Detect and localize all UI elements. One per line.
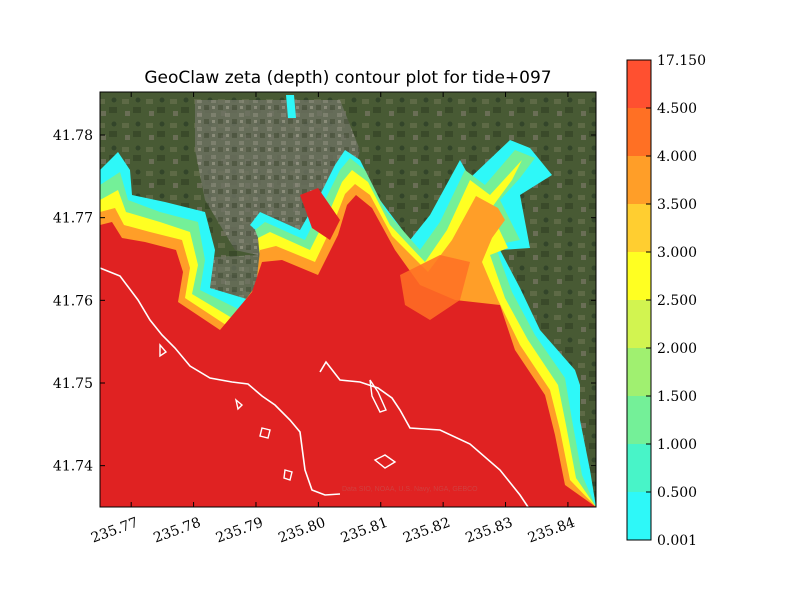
colorbar-segment [627,492,651,540]
colorbar-segment [627,60,651,108]
y-tick-label: 41.75 [53,376,93,392]
plot-frame [99,91,597,508]
colorbar-segment [627,444,651,492]
inundation-north-inlet [286,95,296,118]
inundation-channel [300,188,340,240]
colorbar-segment [627,156,651,204]
inundation-core [100,195,596,507]
colorbar-tick-label: 4.500 [657,101,697,117]
map-credit: Data SIO, NOAA, U.S. Navy, NGA, GEBCO [342,486,478,493]
colorbar-tick-label: 4.000 [657,149,697,165]
x-tick-label: 235.79 [214,515,266,547]
y-axis: 41.74 41.75 41.76 41.77 41.78 [53,128,596,475]
x-tick-label: 235.83 [463,515,515,547]
colorbar-segment [627,252,651,300]
colorbar-tick-label: 0.001 [657,533,697,549]
y-tick-label: 41.74 [53,459,93,475]
y-tick-label: 41.77 [53,211,93,227]
x-tick-label: 235.77 [89,515,141,547]
colorbar-tick-label: 1.000 [657,437,697,453]
inundation-orange-patch [400,255,470,320]
colorbar: 0.001 0.500 1.000 1.500 2.000 2.500 3.000 3.500… [626,53,706,549]
colorbar-segment [627,204,651,252]
shoreline-islands [159,343,397,481]
colorbar-tick-label: 3.500 [657,197,697,213]
x-tick-label: 235.84 [526,515,578,547]
x-tick-label: 235.80 [276,515,328,547]
colorbar-segment [627,348,651,396]
chart-title: GeoClaw zeta (depth) contour plot for ti… [144,68,551,88]
colorbar-segment [627,300,651,348]
y-tick-label: 41.78 [53,128,93,144]
colorbar-tick-label: 2.000 [657,341,697,357]
y-tick-label: 41.76 [53,293,93,309]
plot-area [100,92,596,507]
colorbar-tick-label: 17.150 [657,53,706,69]
colorbar-segment [627,108,651,156]
colorbar-tick-label: 0.500 [657,485,697,501]
colorbar-tick-label: 3.000 [657,245,697,261]
x-tick-label: 235.81 [339,515,391,547]
x-tick-label: 235.82 [401,515,453,547]
colorbar-tick-label: 1.500 [657,389,697,405]
x-tick-label: 235.78 [151,515,203,547]
colorbar-tick-label: 2.500 [657,293,697,309]
colorbar-segment [627,396,651,444]
shoreline-contour [100,267,529,507]
